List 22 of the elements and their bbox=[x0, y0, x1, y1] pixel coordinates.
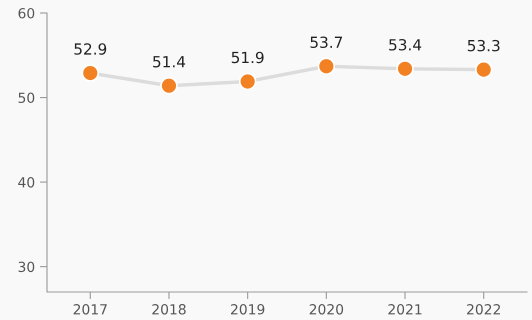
data-label: 53.3 bbox=[468, 40, 500, 52]
point bbox=[318, 58, 336, 76]
x-tick-label: 2017 bbox=[74, 304, 107, 315]
data-label: 51.4 bbox=[153, 56, 186, 68]
point bbox=[238, 72, 256, 90]
data-label: 53.4 bbox=[389, 39, 422, 51]
x-tick-label: 2021 bbox=[388, 304, 422, 315]
x-tick-label: 2022 bbox=[467, 304, 500, 315]
data-label: 52.9 bbox=[74, 43, 106, 55]
data-label: 53.7 bbox=[310, 36, 342, 48]
data-label: 51.9 bbox=[232, 52, 264, 64]
x-tick-label: 2018 bbox=[152, 304, 186, 315]
point bbox=[396, 60, 414, 78]
y-tick-label: 30 bbox=[18, 262, 34, 272]
x-tick-label: 2020 bbox=[310, 304, 344, 315]
y-tick-label: 60 bbox=[18, 8, 34, 18]
y-tick-label: 40 bbox=[18, 177, 34, 188]
point bbox=[474, 60, 492, 78]
x-tick-label: 2019 bbox=[231, 304, 264, 315]
point bbox=[160, 76, 178, 94]
point bbox=[82, 64, 100, 82]
y-tick-label: 50 bbox=[18, 92, 34, 104]
